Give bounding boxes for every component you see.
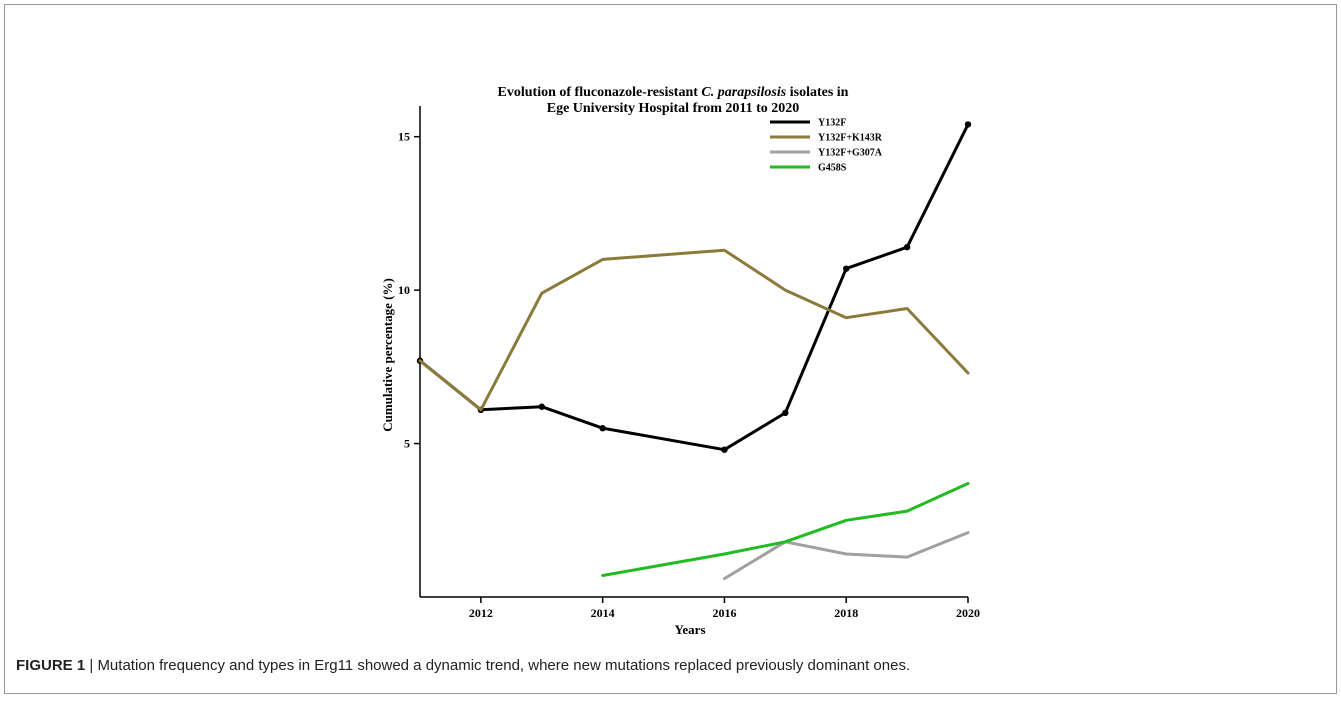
chart-title: Evolution of fluconazole-resistant C. pa… (498, 85, 849, 100)
caption-separator: | (89, 657, 94, 674)
series-layer (416, 121, 972, 581)
y-axis-label: Cumulative percentage (%) (380, 278, 395, 432)
x-tick-label: 2020 (956, 606, 980, 620)
series-line-1 (418, 248, 970, 412)
data-point (782, 409, 789, 417)
x-axis-label: Years (674, 622, 705, 637)
legend-label-3: G458S (818, 163, 847, 174)
data-point (538, 403, 545, 410)
figure-frame (4, 4, 1337, 694)
figure-caption: FIGURE 1 | Mutation frequency and types … (16, 657, 910, 674)
x-tick-label: 2018 (834, 606, 858, 620)
x-tick-label: 2014 (591, 606, 615, 620)
chart-title-part-1: C. parapsilosis (701, 85, 786, 100)
series-line-2 (722, 531, 970, 581)
chart-title-line2: Ege University Hospital from 2011 to 202… (547, 101, 800, 116)
y-tick-label: 5 (404, 437, 410, 451)
data-point (903, 243, 911, 251)
data-point (599, 425, 606, 432)
y-tick-label: 15 (398, 130, 410, 144)
data-point (721, 446, 728, 453)
y-tick-label: 10 (398, 283, 410, 297)
x-tick-label: 2016 (712, 606, 736, 620)
data-point (843, 265, 850, 272)
legend-label-1: Y132F+K143R (818, 133, 883, 144)
series-line-3 (601, 482, 970, 577)
chart-title-part-2: isolates in (786, 85, 848, 100)
caption-label: FIGURE 1 (16, 657, 86, 674)
chart-title-part-0: Evolution of fluconazole-resistant (498, 85, 702, 100)
series-line-0 (418, 122, 970, 452)
caption-text: Mutation frequency and types in Erg11 sh… (97, 657, 911, 674)
data-point (964, 121, 972, 128)
axes: 2012 2014 2016 2018 2020 5 10 15 (398, 106, 980, 620)
x-tick-label: 2012 (469, 606, 493, 620)
legend: Y132F Y132F+K143R Y132F+G307A G458S (770, 118, 883, 174)
legend-label-0: Y132F (818, 118, 846, 129)
legend-label-2: Y132F+G307A (818, 148, 883, 159)
